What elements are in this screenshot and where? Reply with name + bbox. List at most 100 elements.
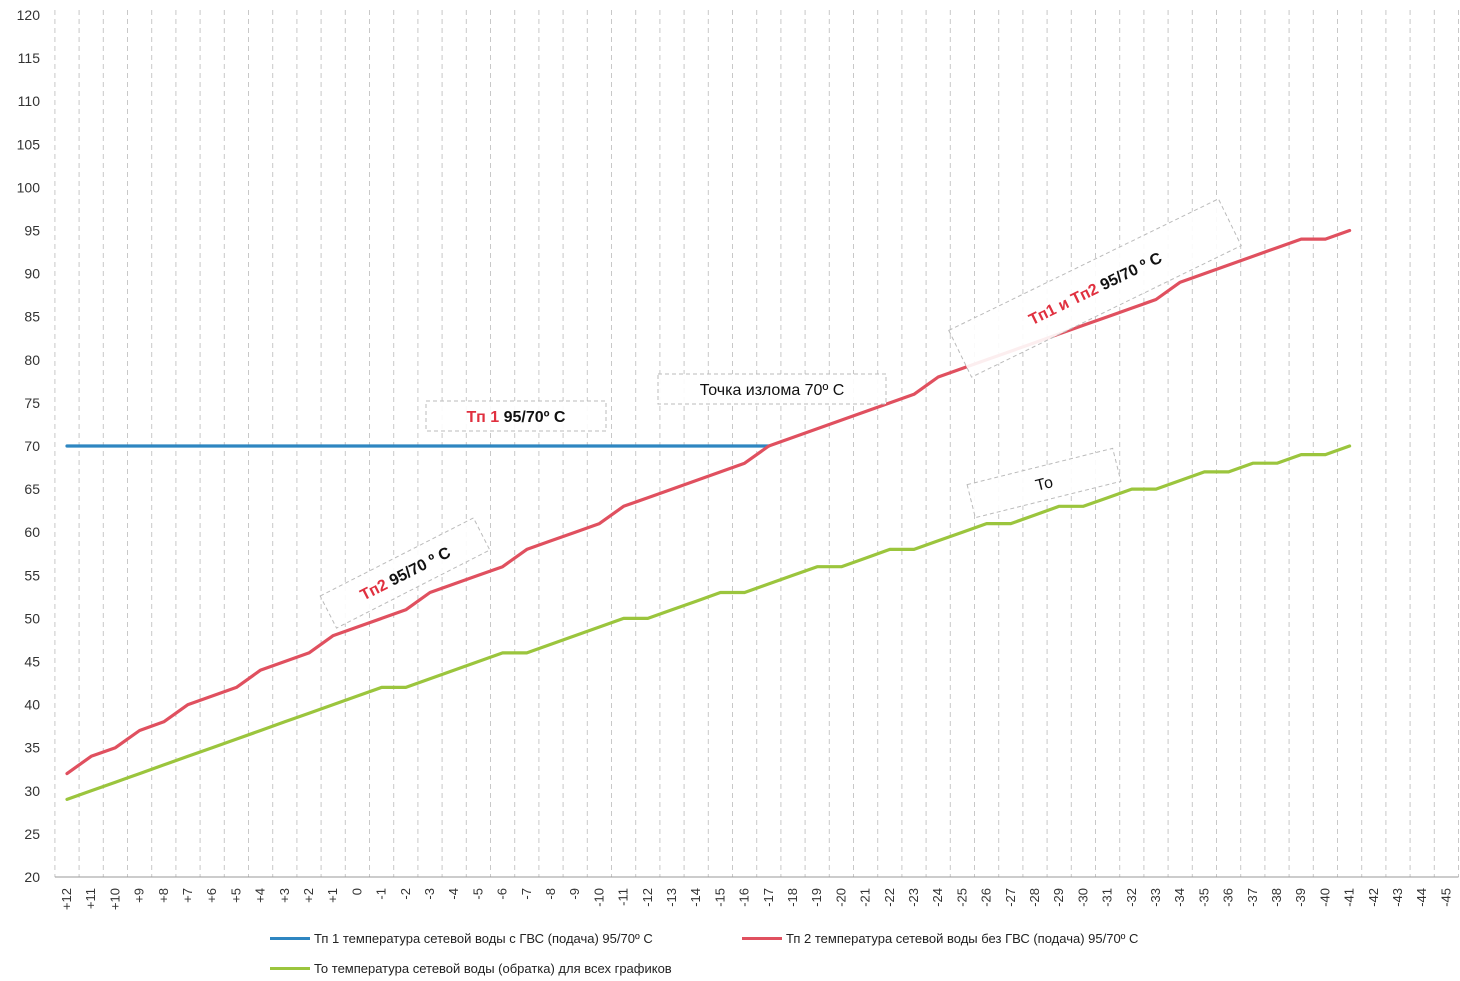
series-line-tp2 xyxy=(65,228,1352,776)
x-tick-label: -3 xyxy=(422,888,437,900)
x-tick-label: -45 xyxy=(1438,888,1453,907)
annotation-break: Точка излома 70º С xyxy=(657,373,887,405)
x-tick-label: -10 xyxy=(591,888,606,907)
annotation-tp1: Тп 1 95/70º С xyxy=(425,400,607,432)
annotation-box xyxy=(948,198,1242,378)
y-tick-label: 110 xyxy=(18,93,41,109)
annotation-text: То xyxy=(1034,474,1055,495)
y-axis-ticks: 120 115 110 105 100 95 90 85 80 75 70 65 60 55 50 45 40 3… xyxy=(17,7,41,885)
x-axis-ticks: +12 +11 +10 +9 +8 +7 +6 +5 +4 +3 +2 +1 0 -1 -2 -3 -4 -5 -6… xyxy=(59,888,1453,910)
y-tick-label: 30 xyxy=(24,783,40,799)
x-tick-label: -32 xyxy=(1124,888,1139,907)
x-tick-label: -8 xyxy=(543,888,558,900)
annotation-red-text: Тп 1 xyxy=(467,409,500,426)
x-tick-label: -13 xyxy=(664,888,679,907)
x-tick-label: -44 xyxy=(1414,888,1429,907)
x-tick-label: +3 xyxy=(277,888,292,903)
x-tick-label: -36 xyxy=(1221,888,1236,907)
y-tick-label: 55 xyxy=(24,567,40,583)
y-tick-label: 90 xyxy=(24,266,40,282)
x-tick-label: -5 xyxy=(470,888,485,900)
x-tick-label: -34 xyxy=(1172,888,1187,907)
annotation-to: То xyxy=(966,447,1122,519)
x-tick-label: -33 xyxy=(1148,888,1163,907)
x-tick-label: -1 xyxy=(374,888,389,900)
annotation-black-text: Точка излома 70º С xyxy=(700,382,845,399)
y-tick-label: 25 xyxy=(24,826,40,842)
y-tick-label: 80 xyxy=(24,352,40,368)
x-tick-label: -19 xyxy=(809,888,824,907)
y-tick-label: 35 xyxy=(24,740,40,756)
x-tick-label: +6 xyxy=(204,888,219,903)
x-tick-label: +12 xyxy=(59,888,74,910)
y-tick-label: 60 xyxy=(24,524,40,540)
annotation-box xyxy=(425,400,607,432)
x-tick-label: -6 xyxy=(495,888,510,900)
x-tick-label: -21 xyxy=(858,888,873,907)
x-tick-label: -22 xyxy=(882,888,897,907)
x-tick-label: -14 xyxy=(688,888,703,907)
y-tick-label: 70 xyxy=(24,438,40,454)
x-tick-label: +9 xyxy=(132,888,147,903)
x-tick-label: -4 xyxy=(446,888,461,900)
x-tick-label: -2 xyxy=(398,888,413,900)
x-tick-label: -42 xyxy=(1366,888,1381,907)
x-tick-label: +10 xyxy=(107,888,122,910)
y-tick-label: 105 xyxy=(17,136,41,152)
x-tick-label: -11 xyxy=(616,888,631,906)
x-tick-label: -15 xyxy=(712,888,727,907)
annotation-box xyxy=(319,517,491,629)
x-tick-label: -35 xyxy=(1196,888,1211,907)
x-tick-label: -12 xyxy=(640,888,655,907)
x-tick-label: -16 xyxy=(737,888,752,907)
series-line-to xyxy=(65,444,1352,802)
x-tick-label: -40 xyxy=(1317,888,1332,907)
y-tick-label: 120 xyxy=(17,7,41,23)
x-tick-label: 0 xyxy=(349,888,364,895)
x-tick-label: -27 xyxy=(1003,888,1018,907)
x-tick-label: -28 xyxy=(1027,888,1042,907)
x-tick-label: -41 xyxy=(1342,888,1357,907)
y-tick-label: 75 xyxy=(24,395,40,411)
x-tick-label: +7 xyxy=(180,888,195,903)
x-tick-label: +2 xyxy=(301,888,316,903)
x-tick-label: +11 xyxy=(83,888,98,909)
y-tick-label: 85 xyxy=(24,309,40,325)
y-tick-label: 45 xyxy=(24,654,40,670)
annotation-box xyxy=(966,447,1122,519)
x-tick-label: -43 xyxy=(1390,888,1405,907)
y-tick-label: 100 xyxy=(17,179,41,195)
y-tick-label: 20 xyxy=(24,869,40,885)
x-tick-label: -26 xyxy=(979,888,994,907)
y-tick-label: 115 xyxy=(18,50,41,66)
x-tick-label: -31 xyxy=(1100,888,1115,907)
x-tick-label: +4 xyxy=(253,888,268,903)
annotation-black-text: 95/70º С xyxy=(504,409,566,426)
y-tick-label: 40 xyxy=(24,697,40,713)
x-tick-label: -20 xyxy=(833,888,848,907)
grid-layer xyxy=(54,10,1459,878)
x-tick-label: -39 xyxy=(1293,888,1308,907)
x-tick-label: -24 xyxy=(930,888,945,907)
x-tick-label: -17 xyxy=(761,888,776,907)
x-tick-label: -18 xyxy=(785,888,800,907)
annotation-tp12: Тп1 и Тп2 95/70 º С xyxy=(948,198,1242,378)
annotation-text: Точка излома 70º С xyxy=(700,382,845,399)
x-tick-label: -7 xyxy=(519,888,534,900)
annotation-text: Тп 1 95/70º С xyxy=(467,409,566,426)
x-tick-label: +1 xyxy=(325,888,340,903)
x-tick-label: +8 xyxy=(156,888,171,903)
y-tick-label: 95 xyxy=(24,223,40,239)
x-tick-label: -9 xyxy=(567,888,582,900)
annotation-box xyxy=(657,373,887,405)
x-tick-label: -37 xyxy=(1245,888,1260,907)
x-tick-label: -29 xyxy=(1051,888,1066,907)
x-tick-label: -25 xyxy=(954,888,969,907)
annotation-black-text: То xyxy=(1034,474,1055,495)
x-tick-label: -23 xyxy=(906,888,921,907)
y-tick-label: 50 xyxy=(24,610,40,626)
series-layer xyxy=(65,228,1352,802)
x-tick-label: -30 xyxy=(1075,888,1090,907)
x-tick-label: -38 xyxy=(1269,888,1284,907)
